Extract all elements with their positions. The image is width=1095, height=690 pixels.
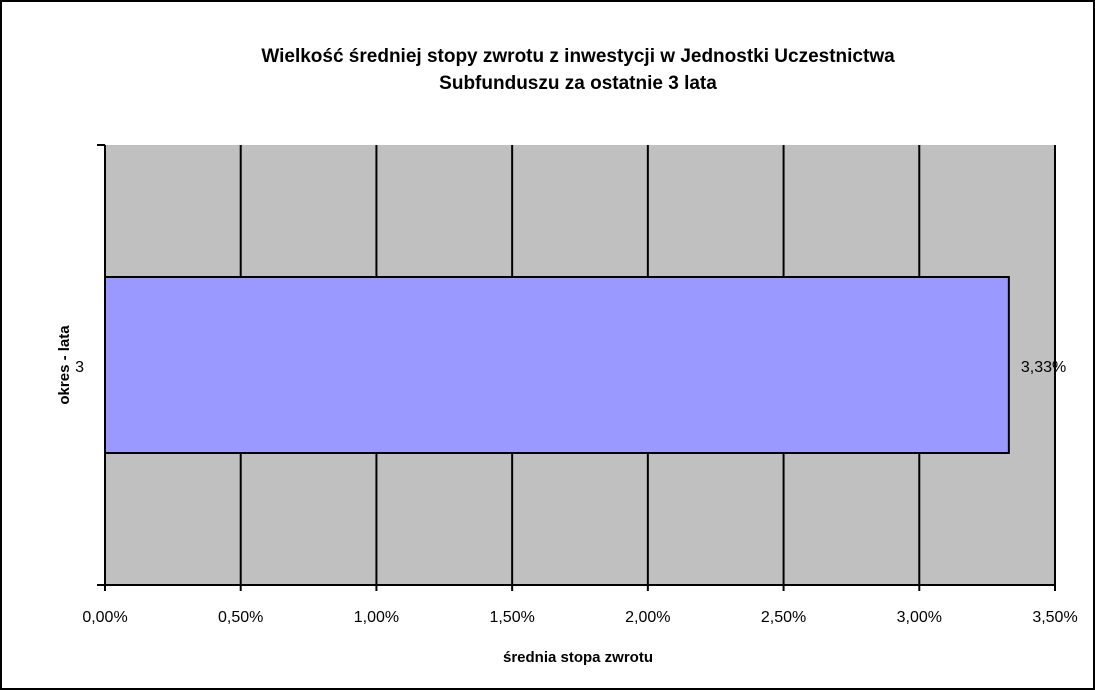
x-tick-label: 3,00% [897, 609, 942, 626]
x-tick-label: 1,00% [354, 609, 399, 626]
x-tick-label: 2,00% [625, 609, 670, 626]
y-tick-label: 3 [75, 359, 84, 376]
y-axis-title: okres - lata [56, 325, 73, 405]
x-tick-label: 3,50% [1032, 609, 1077, 626]
chart-title: Subfunduszu za ostatnie 3 lata [439, 73, 717, 94]
x-tick-label: 2,50% [761, 609, 806, 626]
x-tick-label: 0,50% [218, 609, 263, 626]
chart-title: Wielkość średniej stopy zwrotu z inwesty… [261, 46, 895, 67]
x-axis-title: średnia stopa zwrotu [503, 649, 653, 666]
x-tick-label: 1,50% [489, 609, 534, 626]
x-tick-label: 0,00% [82, 609, 127, 626]
bar [104, 276, 1010, 454]
data-label: 3,33% [1021, 359, 1066, 376]
